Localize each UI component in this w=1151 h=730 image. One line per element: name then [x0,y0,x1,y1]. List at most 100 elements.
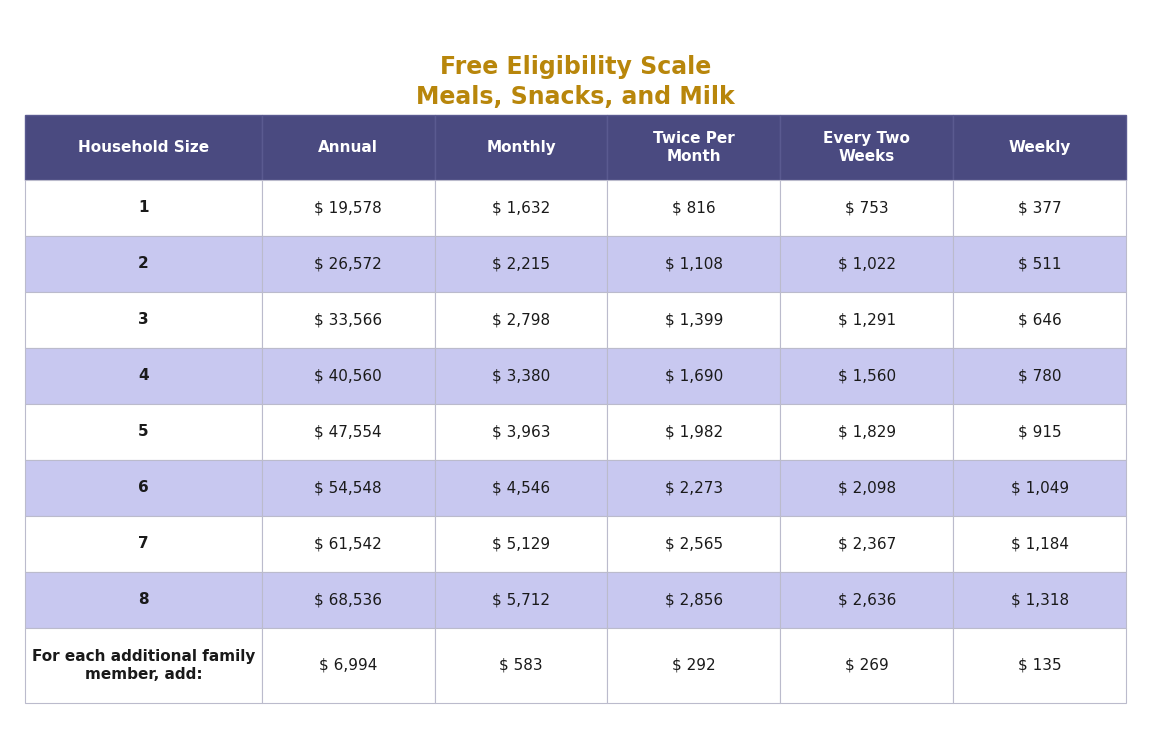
Text: 1: 1 [138,201,148,215]
Bar [608,115,780,180]
Bar [435,115,608,180]
Text: $ 1,291: $ 1,291 [838,312,895,328]
Text: $ 2,215: $ 2,215 [491,256,550,272]
Bar [608,572,780,628]
Bar [435,236,608,292]
Bar [780,236,953,292]
Bar [953,628,1126,703]
Bar [25,404,261,460]
Text: $ 753: $ 753 [845,201,889,215]
Bar [261,404,435,460]
Text: $ 61,542: $ 61,542 [314,537,382,551]
Bar [608,348,780,404]
Text: $ 135: $ 135 [1017,658,1061,673]
Text: $ 2,098: $ 2,098 [838,480,895,496]
Text: $ 4,546: $ 4,546 [491,480,550,496]
Bar [953,292,1126,348]
Text: 6: 6 [138,480,148,496]
Text: $ 2,798: $ 2,798 [491,312,550,328]
Text: $ 377: $ 377 [1017,201,1061,215]
Text: $ 40,560: $ 40,560 [314,369,382,383]
Bar [261,115,435,180]
Bar [953,115,1126,180]
Text: $ 292: $ 292 [672,658,716,673]
Bar [780,516,953,572]
Text: $ 33,566: $ 33,566 [314,312,382,328]
Text: 5: 5 [138,425,148,439]
Bar [25,460,261,516]
Text: $ 68,536: $ 68,536 [314,593,382,607]
Text: $ 2,367: $ 2,367 [838,537,895,551]
Bar [261,292,435,348]
Text: 7: 7 [138,537,148,551]
Text: $ 6,994: $ 6,994 [319,658,378,673]
Bar [780,115,953,180]
Text: $ 54,548: $ 54,548 [314,480,382,496]
Bar [261,572,435,628]
Bar [953,404,1126,460]
Bar [953,572,1126,628]
Bar [608,180,780,236]
Bar [261,180,435,236]
Bar [25,115,261,180]
Bar [780,628,953,703]
Text: $ 5,712: $ 5,712 [491,593,550,607]
Text: $ 3,963: $ 3,963 [491,425,550,439]
Text: $ 2,636: $ 2,636 [838,593,895,607]
Text: For each additional family
member, add:: For each additional family member, add: [32,649,256,682]
Text: $ 780: $ 780 [1017,369,1061,383]
Bar [261,628,435,703]
Bar [261,460,435,516]
Bar [261,348,435,404]
Text: $ 47,554: $ 47,554 [314,425,382,439]
Bar [953,236,1126,292]
Text: Meals, Snacks, and Milk: Meals, Snacks, and Milk [417,85,734,109]
Text: 3: 3 [138,312,148,328]
Text: Free Eligibility Scale: Free Eligibility Scale [440,55,711,79]
Text: $ 1,829: $ 1,829 [838,425,895,439]
Text: $ 1,022: $ 1,022 [838,256,895,272]
Bar [780,348,953,404]
Text: $ 1,318: $ 1,318 [1011,593,1068,607]
Text: $ 19,578: $ 19,578 [314,201,382,215]
Text: 2: 2 [138,256,148,272]
Bar [435,180,608,236]
Bar [780,460,953,516]
Text: $ 1,049: $ 1,049 [1011,480,1068,496]
Text: $ 583: $ 583 [500,658,543,673]
Text: Twice Per
Month: Twice Per Month [653,131,734,164]
Bar [261,516,435,572]
Text: $ 816: $ 816 [672,201,716,215]
Text: $ 1,982: $ 1,982 [665,425,723,439]
Text: Weekly: Weekly [1008,140,1070,155]
Bar [780,404,953,460]
Bar [780,180,953,236]
Text: $ 1,560: $ 1,560 [838,369,895,383]
Bar [608,236,780,292]
Text: $ 511: $ 511 [1017,256,1061,272]
Bar [953,460,1126,516]
Bar [435,516,608,572]
Text: $ 1,632: $ 1,632 [491,201,550,215]
Text: 8: 8 [138,593,148,607]
Bar [435,460,608,516]
Bar [608,404,780,460]
Text: $ 269: $ 269 [845,658,889,673]
Text: Household Size: Household Size [78,140,209,155]
Text: $ 1,690: $ 1,690 [665,369,723,383]
Bar [608,628,780,703]
Text: $ 26,572: $ 26,572 [314,256,382,272]
Bar [25,516,261,572]
Bar [953,516,1126,572]
Bar [25,236,261,292]
Text: $ 646: $ 646 [1017,312,1061,328]
Bar [953,348,1126,404]
Text: $ 2,565: $ 2,565 [665,537,723,551]
Text: $ 2,856: $ 2,856 [665,593,723,607]
Text: 4: 4 [138,369,148,383]
Bar [25,180,261,236]
Text: Monthly: Monthly [486,140,556,155]
Bar [435,628,608,703]
Text: $ 1,108: $ 1,108 [665,256,723,272]
Bar [435,572,608,628]
